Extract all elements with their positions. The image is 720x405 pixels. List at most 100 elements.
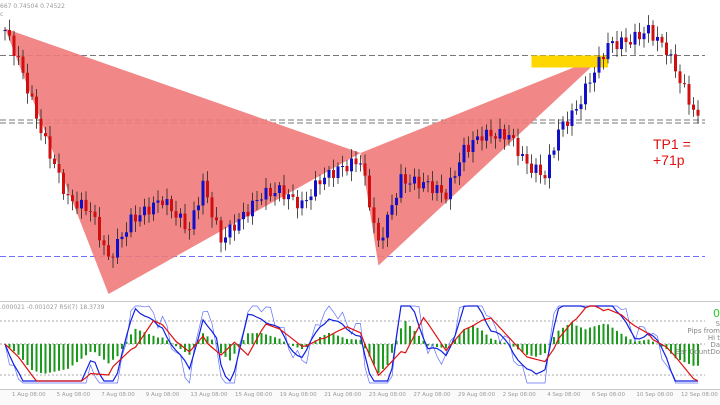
indicator-label: .000021 -0.001027 RSI(7) 18.3739 <box>0 304 105 311</box>
histogram-bar <box>355 339 357 344</box>
histogram-bar <box>674 344 677 359</box>
histogram-bar <box>373 344 375 365</box>
histogram-bar <box>575 325 578 344</box>
candle-body <box>327 170 331 178</box>
candle-body <box>678 71 682 84</box>
candle-body <box>651 25 655 41</box>
histogram-bar <box>413 330 416 344</box>
candle-body <box>183 213 187 230</box>
candle-body <box>530 163 533 173</box>
candle-body <box>332 170 335 179</box>
candle-body <box>381 237 385 241</box>
price-chart[interactable] <box>0 0 705 300</box>
histogram-bar <box>206 336 209 344</box>
candle-body <box>363 163 367 176</box>
histogram-bar <box>458 334 461 344</box>
histogram-bar <box>341 337 344 344</box>
histogram-bar <box>89 344 92 352</box>
candle-body <box>219 220 223 243</box>
candle-body <box>633 31 637 45</box>
histogram-bar <box>292 344 294 347</box>
candle-body <box>390 205 394 215</box>
histogram-bar <box>139 330 141 344</box>
histogram-bar <box>494 339 497 344</box>
candle-body <box>350 158 353 172</box>
histogram-bar <box>566 324 569 344</box>
candle-body <box>408 183 412 185</box>
candle-body <box>336 166 340 179</box>
histogram-bar <box>539 344 542 355</box>
histogram-bar <box>580 327 582 344</box>
histogram-bar <box>314 340 317 344</box>
histogram-bar <box>400 328 402 344</box>
histogram-bar <box>521 344 524 353</box>
candle-body <box>467 144 470 152</box>
candle-body <box>548 154 551 179</box>
candle-body <box>30 93 34 97</box>
histogram-bar <box>265 334 267 344</box>
histogram-bar <box>17 344 20 355</box>
histogram-bar <box>368 344 371 357</box>
histogram-bar <box>589 327 591 344</box>
histogram-bar <box>296 344 299 348</box>
time-label: 2 Sep 08:00 <box>502 392 536 398</box>
candle-body <box>453 176 457 178</box>
histogram-bar <box>553 336 555 344</box>
candle-body <box>323 177 326 185</box>
time-label: 9 Aug 08:00 <box>145 392 180 398</box>
candle-body <box>674 54 677 72</box>
candle-body <box>3 30 7 31</box>
histogram-bar <box>350 339 353 344</box>
candle-body <box>138 215 142 222</box>
candle-body <box>449 177 452 200</box>
histogram-bar <box>31 344 33 371</box>
candle-body <box>170 199 173 212</box>
candle-body <box>395 197 398 206</box>
histogram-bar <box>26 344 29 365</box>
histogram-bar <box>625 336 627 344</box>
candle-body <box>192 210 196 230</box>
histogram-bar <box>112 344 114 360</box>
candle-body <box>44 133 47 137</box>
time-label: 10 Sep 08:00 <box>636 392 674 398</box>
histogram-bar <box>445 344 447 349</box>
candle-body <box>102 240 106 246</box>
candle-body <box>561 121 565 130</box>
histogram-bar <box>364 344 366 349</box>
panel-separator[interactable] <box>0 301 720 302</box>
histogram-bar <box>391 344 393 353</box>
candle-body <box>606 43 610 60</box>
candle-body <box>111 256 115 258</box>
target-zone <box>531 55 608 68</box>
histogram-bar <box>175 344 177 347</box>
histogram-bar <box>332 334 335 344</box>
candle-body <box>624 37 628 42</box>
candle-body <box>498 129 502 139</box>
histogram-bar <box>40 344 42 373</box>
candle-body <box>255 200 259 202</box>
histogram-bar <box>233 344 236 354</box>
candle-body <box>273 192 277 197</box>
histogram-bar <box>53 344 56 372</box>
harmonic-pattern-bcd <box>360 55 604 266</box>
candle-body <box>584 83 587 105</box>
histogram-bar <box>251 333 254 344</box>
time-label: 4 Sep 08:00 <box>547 392 581 398</box>
candle-body <box>269 187 272 197</box>
histogram-bar <box>179 344 182 350</box>
histogram-bar <box>134 328 137 344</box>
candle-body <box>84 199 88 212</box>
candle-body <box>8 30 11 36</box>
candle-body <box>80 199 83 209</box>
histogram-bar <box>436 344 438 347</box>
candle-body <box>134 214 137 222</box>
histogram-bar <box>611 327 614 344</box>
candle-body <box>12 35 16 56</box>
candle-body <box>156 200 160 203</box>
candle-body <box>278 185 281 193</box>
histogram-bar <box>103 344 105 360</box>
histogram-bar <box>652 341 654 344</box>
candle-body <box>372 207 376 223</box>
candle-body <box>494 136 497 139</box>
candle-body <box>552 150 556 155</box>
